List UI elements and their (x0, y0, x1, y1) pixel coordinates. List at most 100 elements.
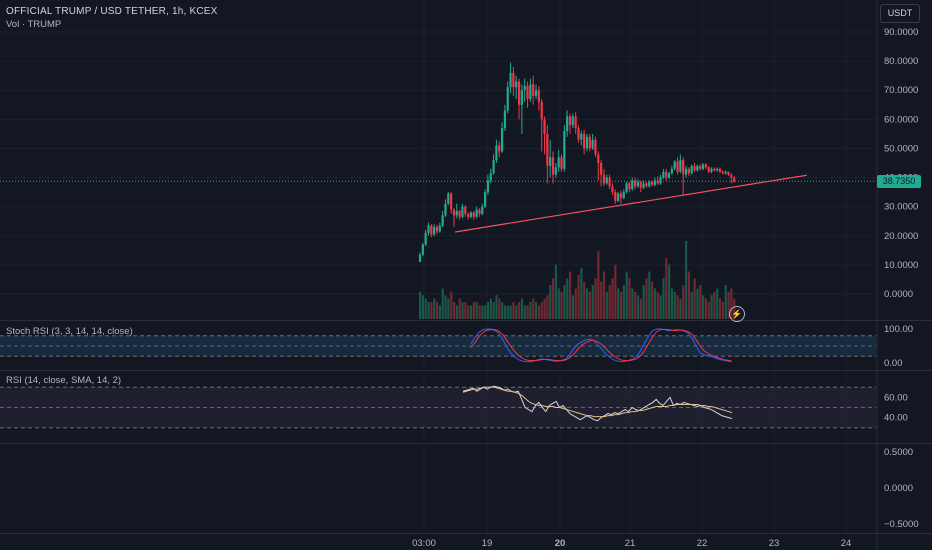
volume-bar (512, 302, 515, 319)
rsi-tick-label: 60.00 (884, 392, 908, 403)
volume-bar (552, 278, 555, 319)
candle-body (670, 168, 673, 174)
volume-bar (690, 291, 693, 319)
candle-body (577, 128, 580, 140)
volume-bar (509, 305, 512, 319)
volume-bar (492, 302, 495, 319)
volume-bar (696, 288, 699, 319)
time-tick-label: 23 (769, 538, 780, 549)
candle-body (656, 180, 659, 184)
rsi-label[interactable]: RSI (14, close, SMA, 14, 2) (6, 375, 122, 386)
volume-bar (662, 278, 665, 319)
volume-bar (724, 285, 727, 319)
volume-bar (475, 302, 478, 319)
candle-body (659, 177, 662, 184)
volume-bar (540, 302, 543, 319)
candle-body (517, 81, 521, 105)
volume-bar (563, 285, 566, 319)
volume-bar (498, 298, 501, 319)
volume-bar (634, 291, 637, 319)
volume-bar (597, 251, 600, 319)
empty-pane-tick-label: −0.5000 (884, 519, 919, 530)
volume-bar (639, 298, 642, 319)
volume-bar (605, 291, 608, 319)
volume-bar (450, 291, 453, 319)
volume-bar (673, 291, 676, 319)
price-tick-label: 90.0000 (884, 27, 918, 38)
volume-bar (665, 257, 668, 319)
currency-button[interactable]: USDT (880, 4, 920, 23)
rsi-line (462, 385, 733, 422)
volume-bar (642, 285, 645, 319)
stoch-d-line (470, 328, 732, 362)
volume-bar (467, 305, 470, 319)
candle-body (492, 160, 495, 174)
volume-bar (713, 291, 716, 319)
volume-bar (608, 285, 611, 319)
candle-body (687, 168, 690, 174)
candle-body (648, 181, 651, 187)
volume-bar (458, 298, 461, 319)
candle-body (588, 136, 591, 149)
volume-bar (676, 295, 679, 319)
volume-bar (419, 291, 422, 319)
candle-body (693, 165, 696, 171)
candle-body (529, 84, 532, 99)
volume-bar (506, 305, 509, 319)
candle-body (605, 177, 608, 184)
candle-body (608, 177, 611, 187)
volume-bar (472, 302, 475, 319)
candle-body (472, 212, 475, 217)
candle-body (690, 165, 693, 174)
candle-body (636, 181, 640, 187)
candle-body (585, 136, 589, 149)
volume-bar (438, 305, 442, 319)
volume-bar (495, 295, 498, 319)
candle-body (427, 225, 430, 233)
candle-body (716, 168, 719, 171)
volume-bar (730, 288, 733, 319)
stoch-rsi-label[interactable]: Stoch RSI (3, 3, 14, 14, close) (6, 326, 133, 337)
candle-body (452, 209, 456, 216)
candle-body (704, 164, 707, 168)
empty-pane-tick-label: 0.0000 (884, 483, 913, 494)
candle-body (591, 139, 594, 149)
stoch-band (0, 335, 876, 357)
price-tick-label: 20.0000 (884, 231, 918, 242)
candle-body (560, 157, 563, 169)
candle-body (512, 72, 515, 88)
volume-bar (702, 295, 705, 319)
volume-bar (710, 295, 713, 319)
candle-body (486, 180, 490, 193)
volume-bar (427, 302, 430, 319)
candle-body (653, 180, 656, 185)
volume-bar (602, 271, 606, 319)
time-tick-label: 20 (555, 538, 566, 549)
candle-body (583, 133, 586, 149)
volume-bar (444, 295, 447, 319)
volume-bar (549, 285, 552, 319)
symbol-title[interactable]: OFFICIAL TRUMP / USD TETHER, 1h, KCEX (6, 6, 218, 17)
candle-body (566, 116, 569, 131)
candle-body (662, 171, 665, 178)
volume-bar (682, 285, 685, 319)
volume-bar (435, 302, 439, 319)
volume-bar (574, 288, 577, 319)
lightning-icon[interactable]: ⚡ (729, 306, 745, 322)
candle-body (498, 145, 501, 152)
volume-bar (718, 298, 722, 319)
volume-bar (716, 288, 719, 319)
candle-body (549, 157, 552, 166)
candle-body (622, 192, 625, 198)
volume-label[interactable]: Vol · TRUMP (6, 19, 62, 30)
candle-body (461, 206, 464, 217)
candle-body (543, 119, 546, 134)
candle-body (568, 116, 572, 126)
volume-bar (537, 305, 541, 319)
volume-bar (628, 278, 631, 319)
candle-body (523, 85, 526, 91)
volume-bar (625, 271, 628, 319)
volume-bar (699, 285, 702, 319)
candle-body (551, 157, 555, 175)
